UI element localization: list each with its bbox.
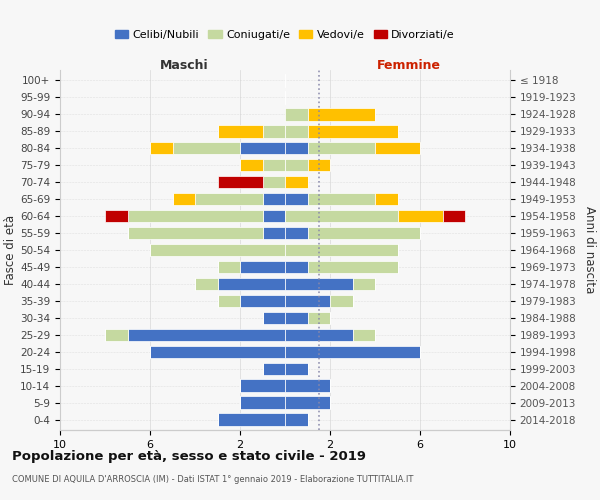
Bar [150, 346, 285, 358]
Bar [375, 142, 420, 154]
Bar [128, 328, 285, 342]
Bar [240, 396, 285, 409]
Bar [263, 210, 285, 222]
Text: COMUNE DI AQUILA D'ARROSCIA (IM) - Dati ISTAT 1° gennaio 2019 - Elaborazione TUT: COMUNE DI AQUILA D'ARROSCIA (IM) - Dati … [12, 475, 413, 484]
Bar [263, 176, 285, 188]
Bar [308, 158, 330, 172]
Bar [218, 278, 285, 290]
Text: Maschi: Maschi [160, 58, 208, 71]
Bar [105, 210, 128, 222]
Bar [285, 158, 308, 172]
Bar [195, 278, 218, 290]
Bar [150, 142, 173, 154]
Bar [150, 244, 285, 256]
Bar [240, 260, 285, 274]
Bar [308, 125, 398, 138]
Bar [308, 260, 398, 274]
Bar [240, 294, 285, 308]
Bar [285, 108, 308, 120]
Bar [263, 312, 285, 324]
Bar [285, 244, 398, 256]
Bar [285, 176, 308, 188]
Y-axis label: Anni di nascita: Anni di nascita [583, 206, 596, 294]
Bar [308, 226, 420, 239]
Bar [240, 158, 263, 172]
Bar [240, 142, 285, 154]
Bar [285, 260, 308, 274]
Bar [285, 294, 330, 308]
Bar [353, 328, 375, 342]
Legend: Celibi/Nubili, Coniugati/e, Vedovi/e, Divorziati/e: Celibi/Nubili, Coniugati/e, Vedovi/e, Di… [110, 25, 460, 44]
Bar [285, 278, 353, 290]
Bar [218, 125, 263, 138]
Bar [330, 294, 353, 308]
Bar [285, 362, 308, 375]
Bar [285, 210, 398, 222]
Bar [285, 226, 308, 239]
Bar [218, 260, 240, 274]
Bar [105, 328, 128, 342]
Bar [263, 362, 285, 375]
Bar [173, 192, 195, 205]
Bar [375, 192, 398, 205]
Bar [218, 414, 285, 426]
Bar [353, 278, 375, 290]
Bar [285, 125, 308, 138]
Bar [285, 380, 330, 392]
Bar [308, 312, 330, 324]
Bar [263, 158, 285, 172]
Bar [308, 108, 375, 120]
Bar [128, 226, 263, 239]
Bar [240, 380, 285, 392]
Bar [218, 294, 240, 308]
Text: Femmine: Femmine [377, 58, 441, 71]
Y-axis label: Fasce di età: Fasce di età [4, 215, 17, 285]
Bar [443, 210, 465, 222]
Bar [263, 125, 285, 138]
Bar [195, 192, 263, 205]
Bar [308, 142, 375, 154]
Bar [128, 210, 263, 222]
Bar [285, 328, 353, 342]
Bar [218, 176, 263, 188]
Bar [285, 312, 308, 324]
Bar [285, 192, 308, 205]
Bar [285, 414, 308, 426]
Bar [263, 192, 285, 205]
Text: Popolazione per età, sesso e stato civile - 2019: Popolazione per età, sesso e stato civil… [12, 450, 366, 463]
Bar [173, 142, 240, 154]
Bar [285, 346, 420, 358]
Bar [398, 210, 443, 222]
Bar [285, 142, 308, 154]
Bar [285, 396, 330, 409]
Bar [308, 192, 375, 205]
Bar [263, 226, 285, 239]
